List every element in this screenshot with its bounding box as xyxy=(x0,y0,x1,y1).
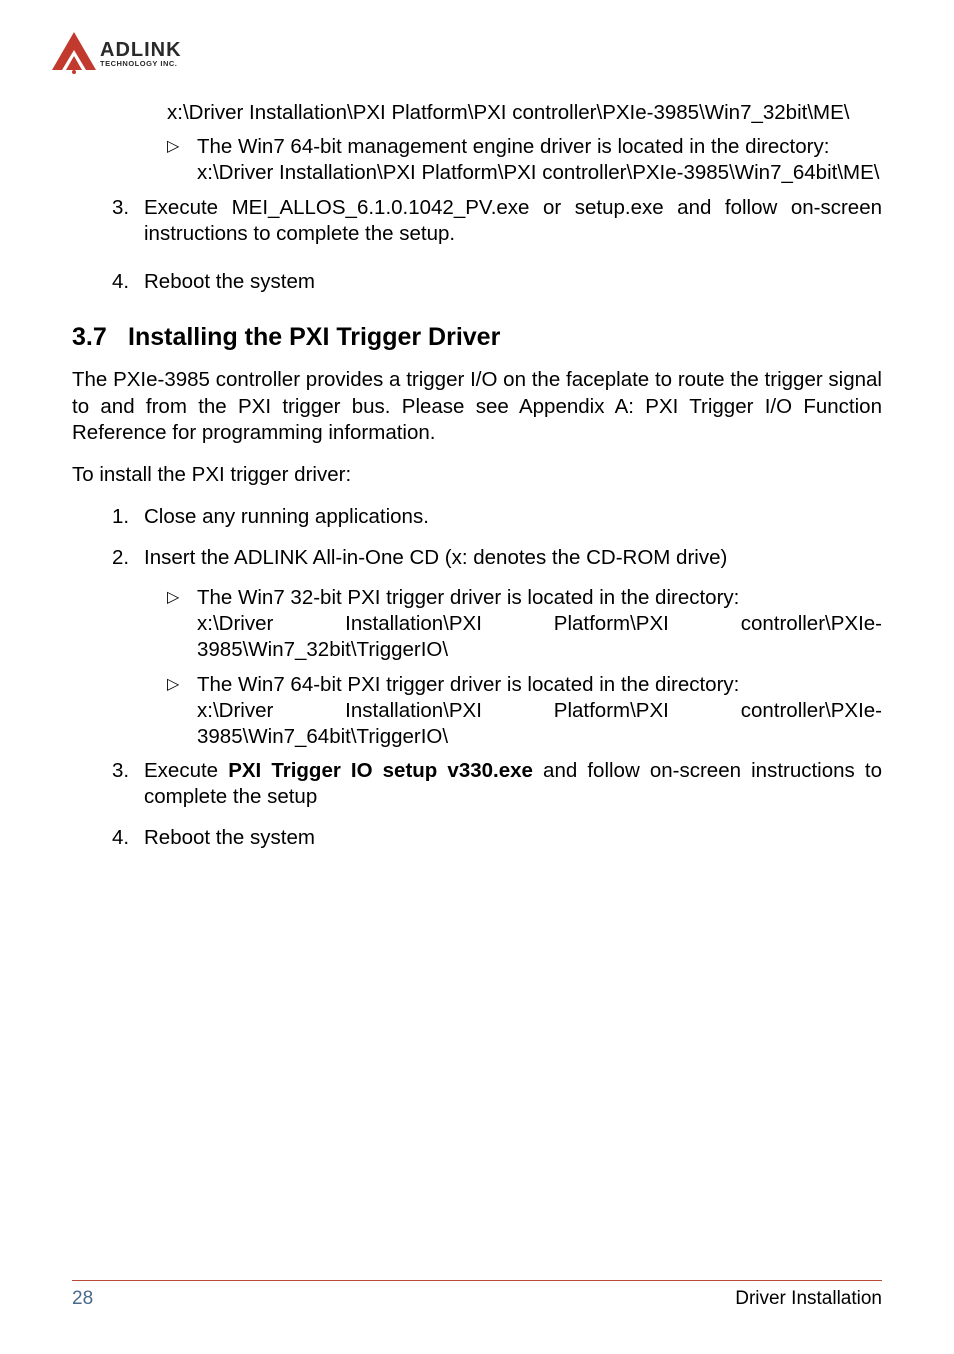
section-heading: 3.7 Installing the PXI Trigger Driver xyxy=(72,321,882,353)
bullet-intro: The Win7 64-bit PXI trigger driver is lo… xyxy=(197,673,739,696)
adlink-logo: ADLINK TECHNOLOGY INC. xyxy=(48,28,194,81)
triangle-icon: ▷ xyxy=(167,134,197,186)
exe-name: PXI Trigger IO setup v330.exe xyxy=(228,759,533,782)
logo-text-bottom: TECHNOLOGY INC. xyxy=(100,59,177,68)
page-footer: 28 Driver Installation xyxy=(72,1280,882,1310)
page-number: 28 xyxy=(72,1288,93,1310)
step-text: Insert the ADLINK All-in-One CD (x: deno… xyxy=(144,545,882,571)
bullet-item: ▷ The Win7 32-bit PXI trigger driver is … xyxy=(167,585,882,664)
logo-text-top: ADLINK xyxy=(100,39,182,61)
numbered-step: 4. Reboot the system xyxy=(112,825,882,851)
step-text: Reboot the system xyxy=(144,825,882,851)
paragraph: To install the PXI trigger driver: xyxy=(72,462,882,488)
bullet-item: ▷ The Win7 64-bit management engine driv… xyxy=(167,134,882,186)
step-number: 1. xyxy=(112,504,144,530)
bullet-path: x:\Driver Installation\PXI Platform\PXI … xyxy=(197,161,879,184)
step-text: Reboot the system xyxy=(144,269,882,295)
path-text: x:\Driver Installation\PXI Platform\PXI … xyxy=(167,100,882,126)
step-text: Close any running applications. xyxy=(144,504,882,530)
bullet-intro: The Win7 64-bit management engine driver… xyxy=(197,135,829,158)
step-number: 3. xyxy=(112,758,144,810)
bullet-path: x:\Driver Installation\PXI Platform\PXI … xyxy=(197,699,882,748)
step-number: 4. xyxy=(112,269,144,295)
bullet-item: ▷ The Win7 64-bit PXI trigger driver is … xyxy=(167,672,882,751)
triangle-icon: ▷ xyxy=(167,672,197,751)
section-number: 3.7 xyxy=(72,321,128,353)
numbered-step: 1. Close any running applications. xyxy=(112,504,882,530)
numbered-step: 2. Insert the ADLINK All-in-One CD (x: d… xyxy=(112,545,882,571)
step-text: Execute MEI_ALLOS_6.1.0.1042_PV.exe or s… xyxy=(144,195,882,247)
triangle-icon: ▷ xyxy=(167,585,197,664)
page-content: x:\Driver Installation\PXI Platform\PXI … xyxy=(72,100,882,851)
bullet-intro: The Win7 32-bit PXI trigger driver is lo… xyxy=(197,586,739,609)
numbered-step: 3. Execute MEI_ALLOS_6.1.0.1042_PV.exe o… xyxy=(112,195,882,247)
section-title: Installing the PXI Trigger Driver xyxy=(128,321,500,353)
step-number: 2. xyxy=(112,545,144,571)
footer-title: Driver Installation xyxy=(735,1288,882,1310)
step-number: 3. xyxy=(112,195,144,247)
step-text: Execute PXI Trigger IO setup v330.exe an… xyxy=(144,758,882,810)
numbered-step: 4. Reboot the system xyxy=(112,269,882,295)
paragraph: The PXIe-3985 controller provides a trig… xyxy=(72,367,882,446)
bullet-path: x:\Driver Installation\PXI Platform\PXI … xyxy=(197,612,882,661)
numbered-step: 3. Execute PXI Trigger IO setup v330.exe… xyxy=(112,758,882,810)
step-number: 4. xyxy=(112,825,144,851)
